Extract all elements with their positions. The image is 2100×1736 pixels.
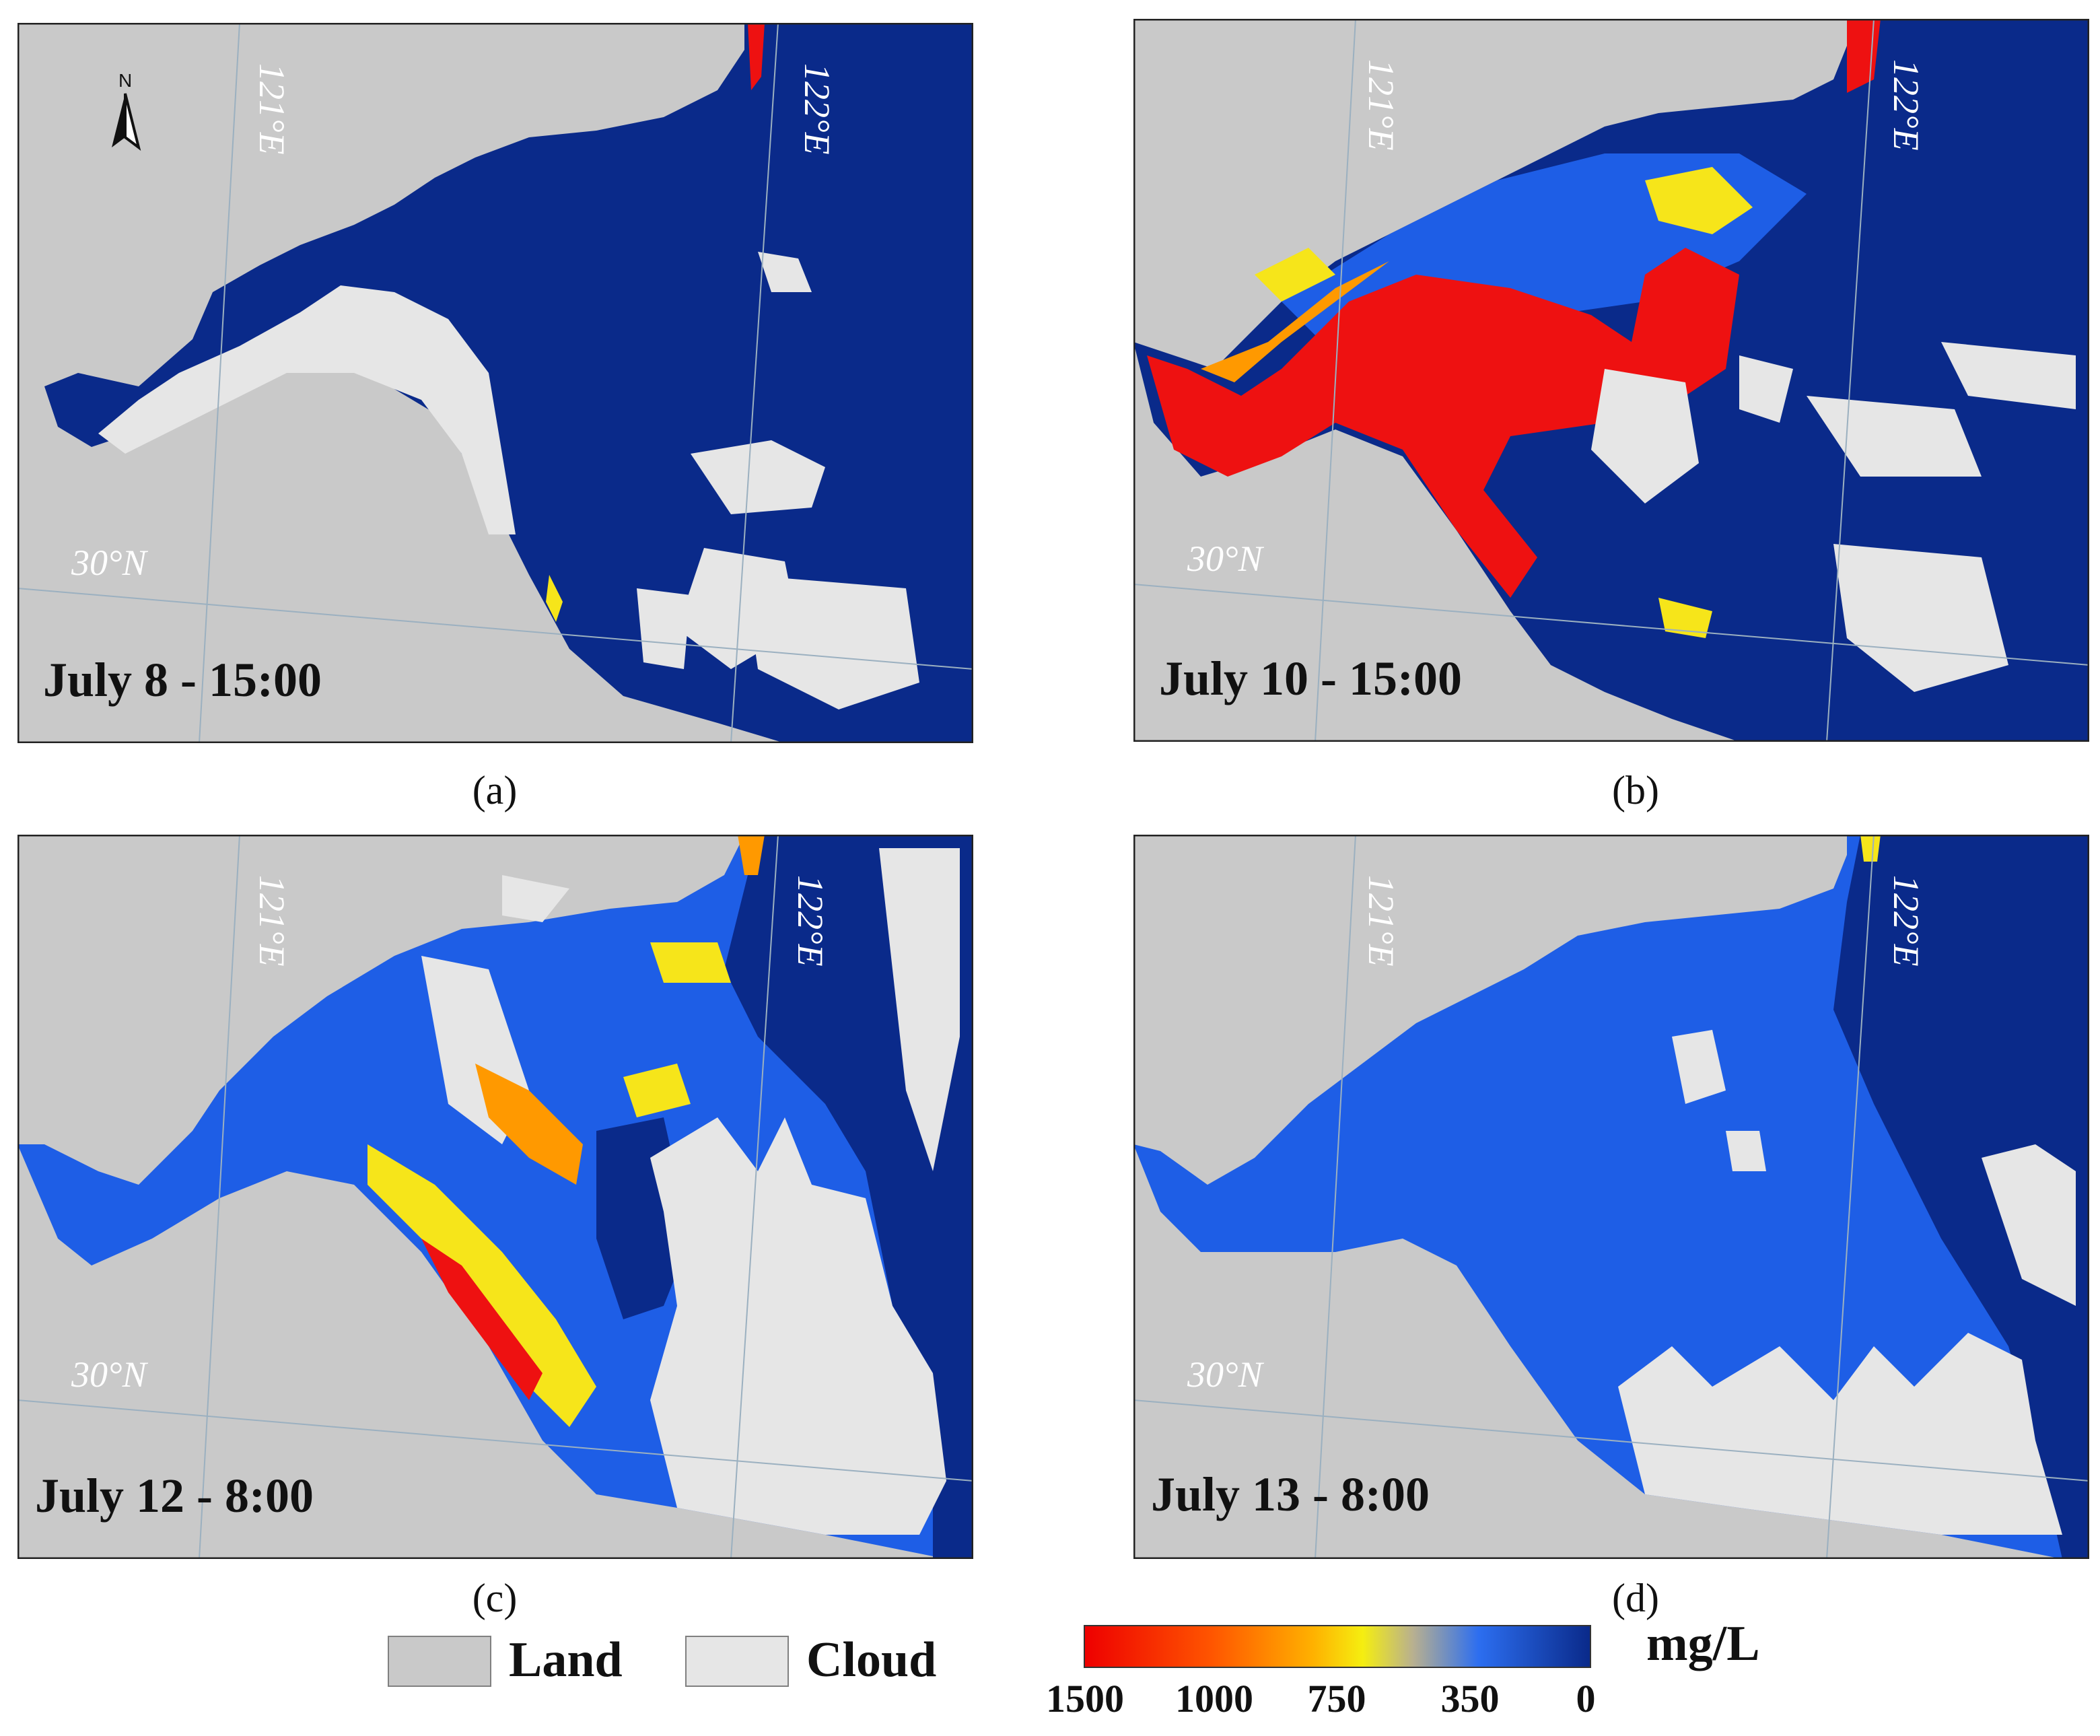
cloud-patch xyxy=(1672,1030,1726,1104)
meridian-line xyxy=(730,835,779,1559)
parallel-line xyxy=(1133,1399,2089,1482)
cloud-patch xyxy=(637,588,691,669)
lon-label-121: 121°E xyxy=(1361,59,1401,151)
caption-a: (a) xyxy=(472,768,518,812)
lon-label-122: 122°E xyxy=(1886,875,1926,967)
meridian-line xyxy=(199,835,240,1559)
caption-c: (c) xyxy=(472,1576,518,1620)
map-panel-d: 121°E 122°E 30°N July 13 - 8:00 xyxy=(1133,835,2089,1559)
lon-label-122: 122°E xyxy=(1886,59,1926,151)
lon-label-121: 121°E xyxy=(1361,875,1401,967)
turbidity-orange xyxy=(475,1064,583,1185)
map-panel-a: 121°E 122°E 30°N N July 8 - 15:00 xyxy=(18,23,973,743)
lat-label-30n: 30°N xyxy=(1187,539,1265,579)
svg-text:N: N xyxy=(118,70,132,91)
meridian-line xyxy=(1315,19,1356,742)
colorbar-tick: 1000 xyxy=(1175,1677,1253,1721)
date-label: July 8 - 15:00 xyxy=(43,653,322,707)
turbidity-low xyxy=(1833,835,2089,1559)
cloud-patch xyxy=(98,285,516,534)
turbidity-high xyxy=(748,23,765,90)
land-legend-label: Land xyxy=(509,1632,623,1688)
turbidity-high xyxy=(1147,248,1739,598)
cloud-patch xyxy=(1618,1333,2062,1535)
parallel-line xyxy=(1133,584,2089,666)
cloud-patch xyxy=(744,575,919,709)
cloud-patch xyxy=(502,875,569,922)
date-label: July 10 - 15:00 xyxy=(1159,652,1462,705)
turbidity-yellow xyxy=(1860,835,1881,862)
parallel-line xyxy=(18,1399,973,1482)
north-arrow-icon: N xyxy=(112,70,141,151)
cloud-patch xyxy=(1739,355,1793,423)
map-panel-c: 121°E 122°E 30°N July 12 - 8:00 xyxy=(18,835,973,1559)
turbidity-yellow xyxy=(623,1064,691,1117)
lat-label-30n: 30°N xyxy=(1187,1354,1265,1395)
colorbar-tick: 750 xyxy=(1307,1677,1366,1721)
date-label: July 13 - 8:00 xyxy=(1151,1467,1430,1521)
cloud-patch xyxy=(879,848,960,1171)
cloud-legend-label: Cloud xyxy=(806,1632,937,1688)
turbidity-high xyxy=(421,1239,542,1400)
lon-label-121: 121°E xyxy=(252,875,292,967)
cloud-patch xyxy=(650,1117,946,1535)
lon-label-122: 122°E xyxy=(797,63,837,155)
turbidity-yellow xyxy=(1645,167,1753,234)
meridian-line xyxy=(730,23,779,743)
panel-frame xyxy=(1133,835,2089,1559)
turbidity-yellow xyxy=(650,942,731,983)
lat-label-30n: 30°N xyxy=(71,1354,149,1395)
panel-frame xyxy=(18,23,973,743)
meridian-line xyxy=(1826,19,1875,742)
meridian-line xyxy=(199,23,240,743)
colorbar-tick: 1500 xyxy=(1046,1677,1124,1721)
cloud-patch xyxy=(1591,369,1699,504)
meridian-line xyxy=(1315,835,1356,1559)
cloud-patch xyxy=(1941,342,2076,409)
colorbar xyxy=(1084,1625,1591,1668)
colorbar-tick: 350 xyxy=(1440,1677,1500,1721)
date-label: July 12 - 8:00 xyxy=(35,1469,314,1523)
lat-label-30n: 30°N xyxy=(71,543,149,583)
turbidity-mid xyxy=(546,575,563,622)
colorbar-tick: 0 xyxy=(1576,1677,1596,1721)
cloud-patch xyxy=(758,252,812,292)
cloud-patch xyxy=(691,440,825,514)
turbidity-yellow xyxy=(368,1144,596,1427)
caption-b: (b) xyxy=(1612,768,1659,812)
map-panel-b: 121°E 122°E 30°N July 10 - 15:00 xyxy=(1133,19,2089,742)
turbidity-orange xyxy=(738,835,765,875)
panel-frame xyxy=(18,835,973,1559)
meridian-line xyxy=(1826,835,1875,1559)
cloud-patch xyxy=(1807,396,1982,477)
turbidity-orange xyxy=(1201,261,1389,382)
turbidity-yellow xyxy=(1658,598,1712,638)
lon-label-122: 122°E xyxy=(790,875,831,967)
parallel-line xyxy=(18,588,973,670)
turbidity-yellow xyxy=(1255,248,1335,302)
cloud-patch xyxy=(1982,1144,2076,1306)
land-swatch xyxy=(388,1636,491,1687)
cloud-patch xyxy=(1726,1131,1766,1171)
colorbar-unit: mg/L xyxy=(1646,1616,1760,1671)
lon-label-121: 121°E xyxy=(252,63,292,155)
caption-d: (d) xyxy=(1612,1576,1659,1620)
cloud-swatch xyxy=(685,1636,789,1687)
panel-frame xyxy=(1133,19,2089,742)
